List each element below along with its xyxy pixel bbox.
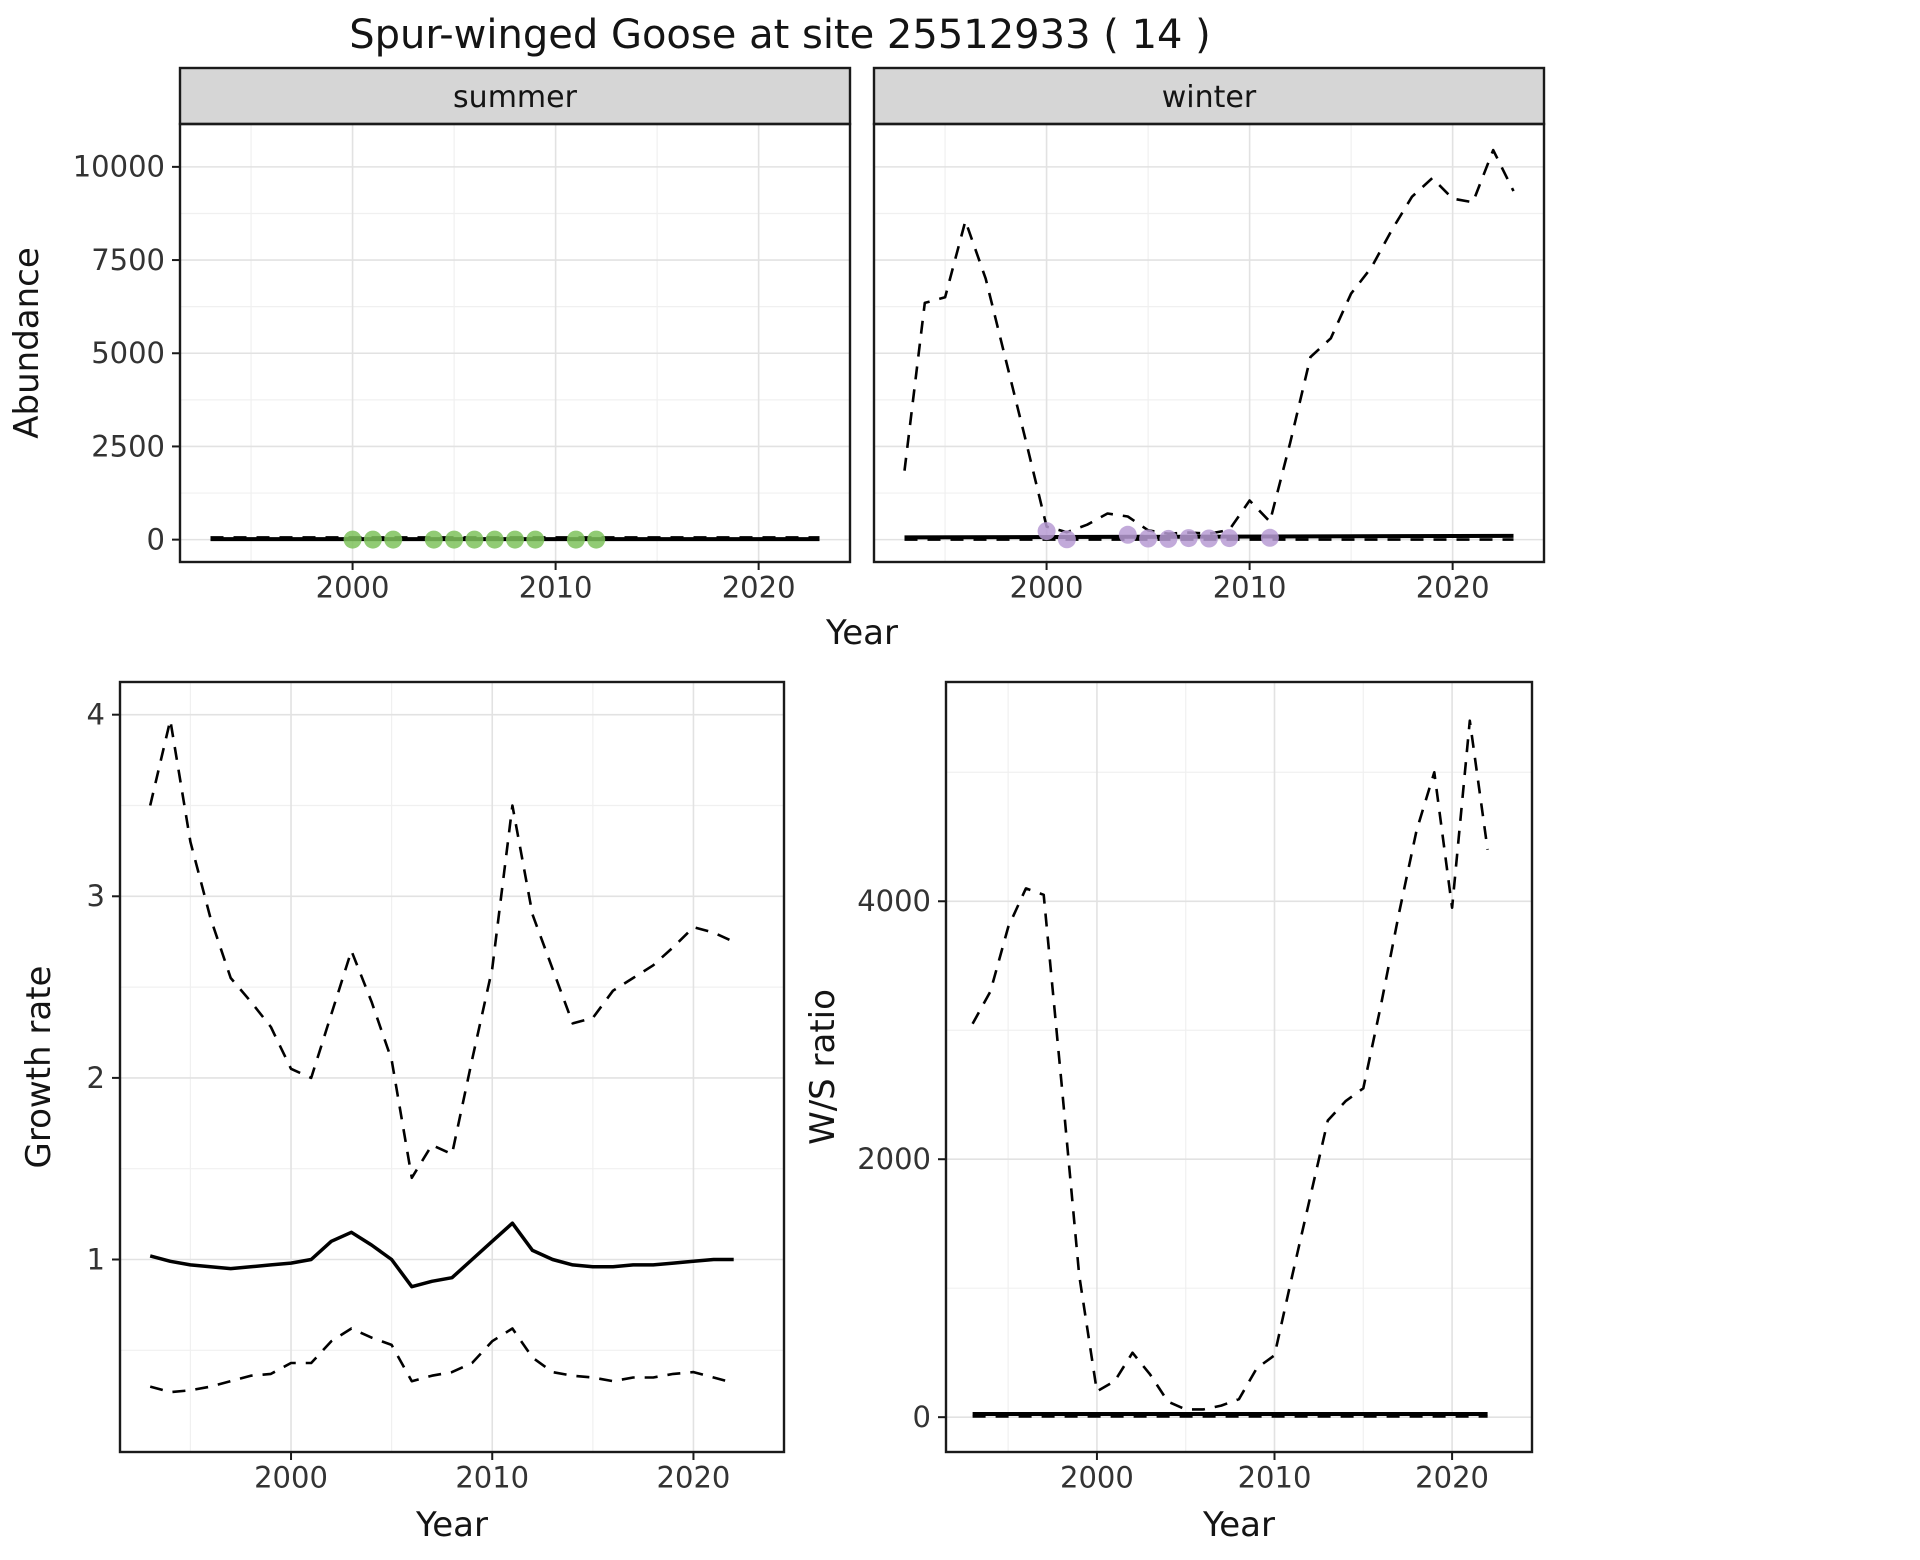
observation-point	[1260, 528, 1279, 547]
panel-background	[120, 682, 784, 1452]
observation-point	[445, 530, 464, 549]
growth-rate-main-model-fit	[149, 1221, 734, 1289]
observation-point	[1037, 522, 1056, 541]
facet-strip-label: summer	[453, 80, 578, 115]
observation-point	[587, 530, 606, 549]
y-tick-label: 4000	[857, 884, 931, 918]
abundance-x-axis-label: Year	[825, 613, 898, 653]
y-tick-label: 2	[87, 1061, 105, 1095]
panel-border	[118, 680, 786, 1454]
abundance-summer-observations	[343, 530, 606, 549]
y-tick-label: 7500	[91, 243, 165, 277]
bottom-figures-row: 2000 2010 2020 1 2 3 4 Year Growth rate 2000 2010…	[16, 672, 1920, 1556]
abundance-y-axis-label: Abundance	[7, 247, 47, 439]
growth-rate-main-ci-upper	[148, 718, 735, 1180]
x-tick-label: 2020	[722, 571, 796, 605]
x-tick-label: 2010	[455, 1461, 529, 1495]
observation-point	[1139, 529, 1158, 548]
abundance-winter-observations	[1037, 522, 1279, 549]
observation-point	[566, 530, 585, 549]
growth-rate-x-axis-label: Year	[415, 1505, 488, 1545]
panel-border	[178, 122, 852, 564]
y-tick-label: 0	[913, 1400, 931, 1434]
ws-ratio-main-ratio-upper	[971, 719, 1489, 1411]
abundance-panel-winter: 2000 2010 2020 winter	[872, 66, 1546, 605]
panel-background	[180, 124, 850, 562]
figure-title: Spur-winged Goose at site 25512933 ( 14 …	[349, 12, 1211, 58]
y-tick-label: 3	[87, 879, 105, 913]
facet-strip	[872, 66, 1546, 126]
observation-point	[384, 530, 403, 549]
facet-strip	[178, 66, 852, 126]
growth-rate-panel-main: 2000 2010 2020	[118, 680, 786, 1495]
facet-strip-label: winter	[1162, 80, 1257, 115]
growth-rate-y-axis-label: Growth rate	[19, 966, 59, 1169]
x-tick-label: 2020	[1416, 571, 1490, 605]
observation-point	[506, 530, 524, 549]
observation-point	[465, 530, 484, 549]
growth-rate-main-ci-lower	[149, 1327, 735, 1394]
y-tick-label: 2500	[91, 429, 165, 463]
y-tick-label: 5000	[91, 336, 165, 370]
observation-point	[363, 530, 382, 549]
x-tick-label: 2000	[254, 1461, 328, 1495]
ws-ratio-panel-main: 2000 2010 2020	[944, 680, 1534, 1495]
observation-point	[1179, 529, 1198, 548]
x-tick-label: 2000	[1060, 1461, 1134, 1495]
panel-background	[946, 682, 1532, 1452]
observation-point	[424, 530, 443, 549]
x-tick-label: 2000	[1010, 571, 1084, 605]
x-tick-label: 2010	[1238, 1461, 1312, 1495]
observation-point	[485, 530, 504, 549]
x-tick-label: 2010	[1213, 571, 1287, 605]
panel-border	[872, 122, 1546, 564]
observation-point	[1118, 525, 1137, 544]
panel-border	[944, 680, 1534, 1454]
y-tick-label: 2000	[857, 1142, 931, 1176]
observation-point	[526, 530, 545, 549]
abundance-winter-ci-upper	[903, 148, 1515, 535]
y-tick-label: 10000	[73, 150, 165, 184]
growth-rate-figure: 2000 2010 2020 1 2 3 4 Year Growth rate	[19, 680, 786, 1545]
ws-ratio-figure: 2000 2010 2020 0 2000 4000 Year W/S ratio	[806, 680, 1534, 1545]
y-tick-label: 1	[87, 1242, 105, 1276]
abundance-panel-summer: 2000 2010 2020 summer	[178, 66, 852, 605]
observation-point	[1200, 529, 1218, 548]
observation-point	[343, 530, 362, 549]
x-tick-label: 2010	[519, 571, 593, 605]
observation-point	[1159, 529, 1178, 548]
ws-ratio-x-axis-label: Year	[1202, 1505, 1275, 1545]
observation-point	[1220, 529, 1239, 548]
y-tick-label: 0	[147, 522, 165, 556]
x-tick-label: 2020	[1415, 1461, 1489, 1495]
abundance-facet-figure: 2000 2010 2020 summer 2000 2010 2020 winter 0 250…	[7, 66, 1546, 653]
x-tick-label: 2000	[316, 571, 390, 605]
ws-ratio-y-axis-label: W/S ratio	[806, 989, 843, 1145]
panel-background	[874, 124, 1544, 562]
y-tick-label: 4	[87, 698, 105, 732]
observation-point	[1057, 530, 1076, 549]
x-tick-label: 2020	[657, 1461, 731, 1495]
